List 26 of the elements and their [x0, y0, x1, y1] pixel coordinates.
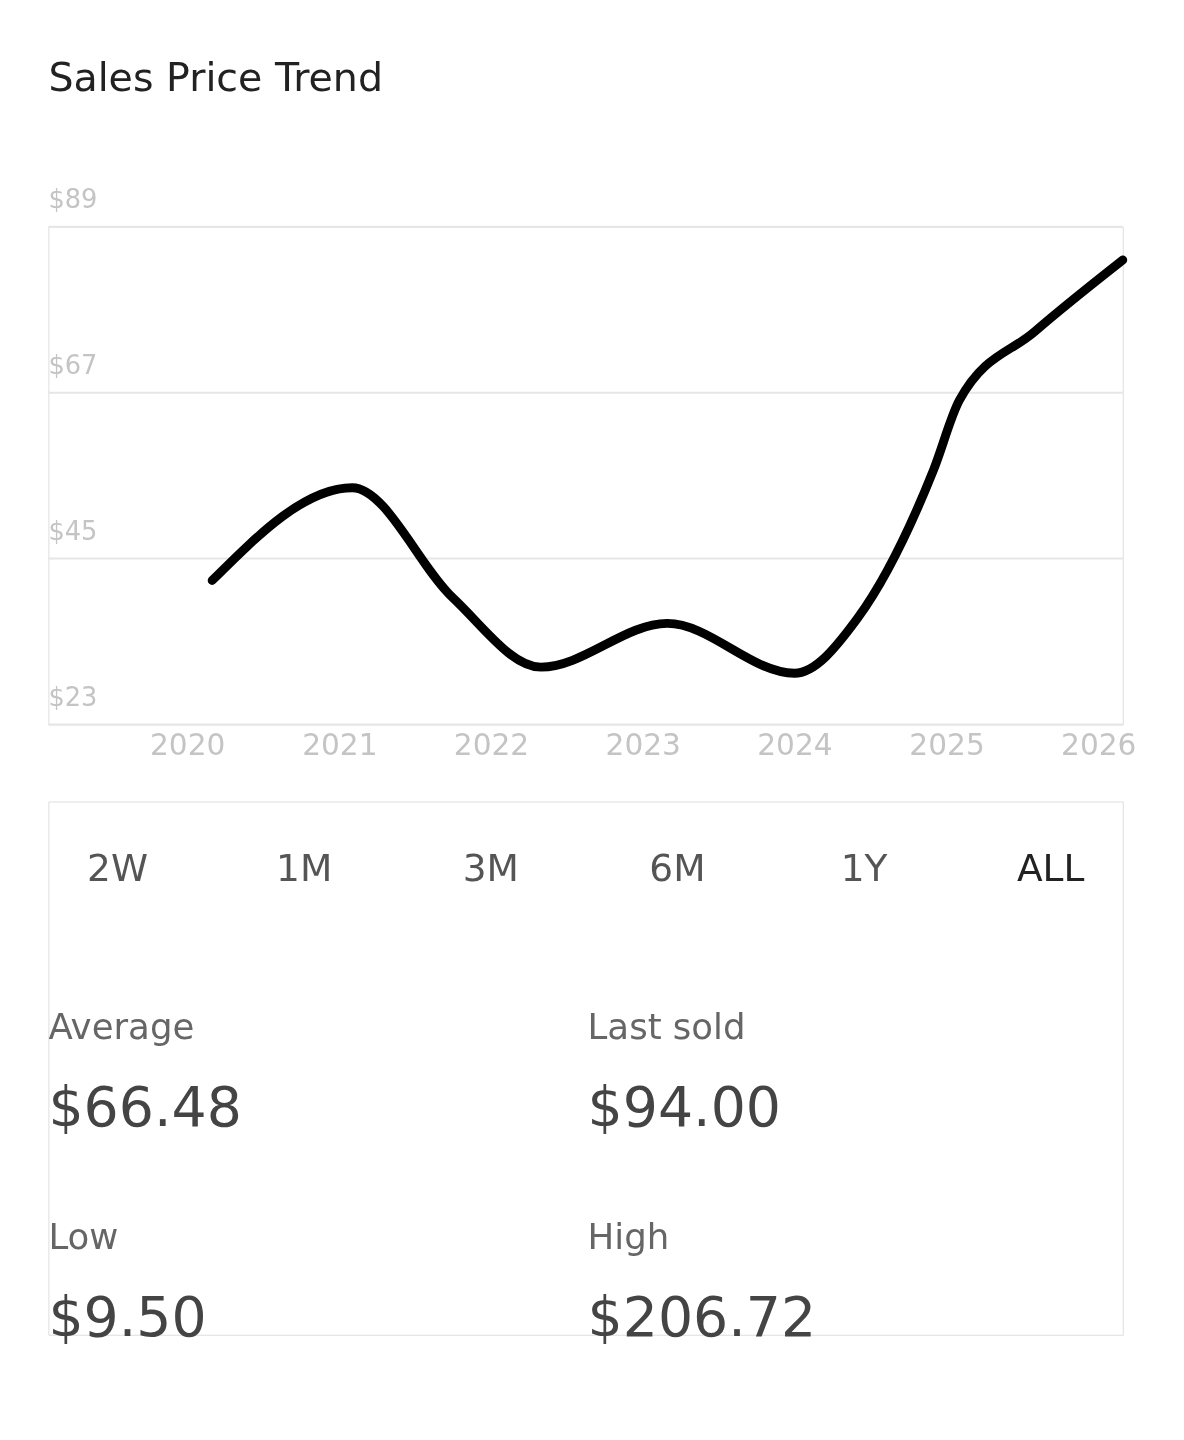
x-tick-label: 2021: [302, 727, 378, 762]
text: 1M: [276, 846, 333, 891]
x-tick-label: 2024: [757, 727, 833, 762]
x-tick-label: 2025: [909, 727, 985, 762]
text: Average: [48, 1006, 195, 1048]
y-tick-label: $45: [48, 515, 98, 546]
x-tick-label: 2020: [150, 727, 226, 762]
x-tick-label: 2023: [605, 727, 681, 762]
y-tick-label: $67: [48, 349, 98, 380]
x-tick-label: 2022: [453, 727, 530, 762]
chart-title: Sales Price Trend: [48, 53, 383, 100]
y-tick-label: $23: [48, 681, 98, 712]
text: Low: [48, 1215, 119, 1257]
text: High: [587, 1215, 670, 1257]
text: 6M: [649, 846, 706, 891]
text: $66.48: [48, 1075, 242, 1140]
text: 3M: [462, 846, 519, 891]
text: 1Y: [840, 846, 888, 891]
x-tick-label: 2026: [1061, 727, 1137, 762]
text: $9.50: [48, 1284, 207, 1349]
y-tick-label: $89: [48, 184, 98, 215]
text: $94.00: [587, 1075, 781, 1140]
text: $206.72: [587, 1284, 817, 1349]
text: Last sold: [587, 1006, 746, 1048]
text: ALL: [1016, 846, 1085, 891]
text: 2W: [87, 846, 148, 891]
